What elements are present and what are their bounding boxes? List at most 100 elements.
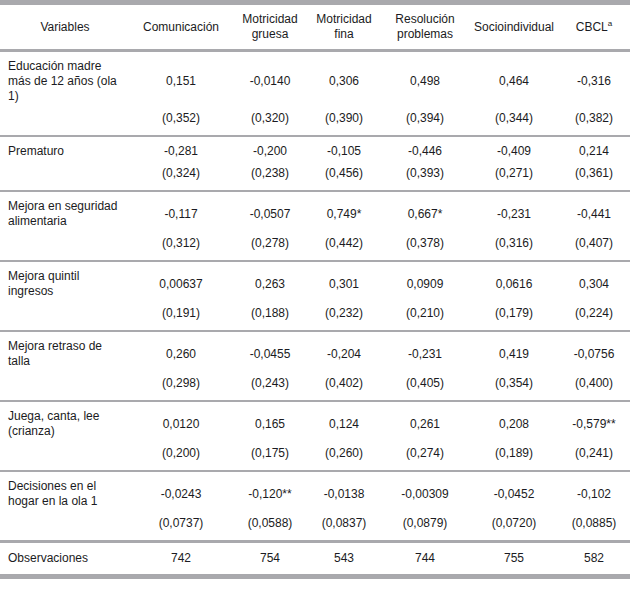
se-cell: (0,407) <box>558 236 630 261</box>
se-cell: (0,175) <box>232 446 308 471</box>
se-cell: (0,312) <box>130 236 232 261</box>
se-cell: (0,378) <box>380 236 470 261</box>
coefficient-row: Juega, canta, lee (crianza) 0,0120 0,165… <box>0 401 630 446</box>
observations-cell: 754 <box>232 542 308 577</box>
coefficient-cell: -0,231 <box>470 191 558 236</box>
column-header-motricidad-gruesa: Motricidad gruesa <box>232 3 308 51</box>
row-group-observaciones: Observaciones 742 754 543 744 755 582 <box>0 542 630 577</box>
se-cell: (0,0885) <box>558 516 630 542</box>
standard-error-row: (0,312) (0,278) (0,442) (0,378) (0,316) … <box>0 236 630 261</box>
coefficient-cell: 0,208 <box>470 401 558 446</box>
se-cell: (0,274) <box>380 446 470 471</box>
row-label: Observaciones <box>0 542 130 577</box>
se-cell: (0,394) <box>380 111 470 136</box>
se-cell: (0,320) <box>232 111 308 136</box>
se-cell: (0,324) <box>130 166 232 191</box>
row-label: Educación madre más de 12 años (ola 1) <box>0 51 130 112</box>
standard-error-row: (0,0737) (0,0588) (0,0837) (0,0879) (0,0… <box>0 516 630 542</box>
se-cell: (0,0879) <box>380 516 470 542</box>
row-group-seguridad-alimentaria: Mejora en seguridad alimentaria -0,117 -… <box>0 191 630 261</box>
coefficient-cell: -0,579** <box>558 401 630 446</box>
se-cell: (0,0720) <box>470 516 558 542</box>
observations-cell: 543 <box>308 542 380 577</box>
se-cell: (0,456) <box>308 166 380 191</box>
coefficient-cell: 0,306 <box>308 51 380 112</box>
coefficient-cell: 0,214 <box>558 136 630 166</box>
row-group-educacion-madre: Educación madre más de 12 años (ola 1) 0… <box>0 51 630 137</box>
row-group-crianza: Juega, canta, lee (crianza) 0,0120 0,165… <box>0 401 630 471</box>
se-cell: (0,232) <box>308 306 380 331</box>
se-cell: (0,224) <box>558 306 630 331</box>
coefficient-row: Mejora retraso de talla 0,260 -0,0455 -0… <box>0 331 630 376</box>
row-label: Mejora retraso de talla <box>0 331 130 376</box>
row-group-decisiones-hogar: Decisiones en el hogar en la ola 1 -0,02… <box>0 471 630 542</box>
se-cell: (0,179) <box>470 306 558 331</box>
empty-cell <box>0 111 130 136</box>
coefficient-cell: -0,0507 <box>232 191 308 236</box>
empty-cell <box>0 446 130 471</box>
coefficient-cell: 0,419 <box>470 331 558 376</box>
column-header-cbcl: CBCLa <box>558 3 630 51</box>
se-cell: (0,188) <box>232 306 308 331</box>
coefficient-cell: 0,260 <box>130 331 232 376</box>
coefficient-cell: 0,263 <box>232 261 308 306</box>
coefficient-row: Decisiones en el hogar en la ola 1 -0,02… <box>0 471 630 516</box>
se-cell: (0,210) <box>380 306 470 331</box>
coefficient-cell: -0,0138 <box>308 471 380 516</box>
cbcl-label: CBCL <box>576 20 608 34</box>
se-cell: (0,390) <box>308 111 380 136</box>
coefficient-cell: -0,0140 <box>232 51 308 112</box>
se-cell: (0,405) <box>380 376 470 401</box>
se-cell: (0,352) <box>130 111 232 136</box>
coefficient-cell: -0,446 <box>380 136 470 166</box>
se-cell: (0,243) <box>232 376 308 401</box>
coefficient-cell: 0,464 <box>470 51 558 112</box>
empty-cell <box>0 516 130 542</box>
coefficient-cell: -0,0756 <box>558 331 630 376</box>
empty-cell <box>0 376 130 401</box>
coefficient-cell: -0,441 <box>558 191 630 236</box>
row-label: Mejora en seguridad alimentaria <box>0 191 130 236</box>
se-cell: (0,241) <box>558 446 630 471</box>
se-cell: (0,382) <box>558 111 630 136</box>
column-header-motricidad-fina: Motricidad fina <box>308 3 380 51</box>
coefficient-cell: -0,0452 <box>470 471 558 516</box>
column-header-variables: Variables <box>0 3 130 51</box>
coefficient-cell: -0,0455 <box>232 331 308 376</box>
coefficient-row: Mejora en seguridad alimentaria -0,117 -… <box>0 191 630 236</box>
coefficient-cell: -0,281 <box>130 136 232 166</box>
coefficient-cell: 0,667* <box>380 191 470 236</box>
se-cell: (0,0737) <box>130 516 232 542</box>
coefficient-cell: -0,409 <box>470 136 558 166</box>
row-label: Mejora quintil ingresos <box>0 261 130 306</box>
coefficient-cell: -0,200 <box>232 136 308 166</box>
standard-error-row: (0,191) (0,188) (0,232) (0,210) (0,179) … <box>0 306 630 331</box>
cbcl-footnote-marker: a <box>608 19 612 28</box>
se-cell: (0,344) <box>470 111 558 136</box>
row-label: Juega, canta, lee (crianza) <box>0 401 130 446</box>
column-header-resolucion-problemas: Resolución problemas <box>380 3 470 51</box>
standard-error-row: (0,324) (0,238) (0,456) (0,393) (0,271) … <box>0 166 630 191</box>
se-cell: (0,0837) <box>308 516 380 542</box>
coefficient-cell: -0,120** <box>232 471 308 516</box>
coefficient-cell: -0,316 <box>558 51 630 112</box>
empty-cell <box>0 236 130 261</box>
se-cell: (0,316) <box>470 236 558 261</box>
standard-error-row: (0,352) (0,320) (0,390) (0,394) (0,344) … <box>0 111 630 136</box>
coefficient-row: Mejora quintil ingresos 0,00637 0,263 0,… <box>0 261 630 306</box>
se-cell: (0,271) <box>470 166 558 191</box>
se-cell: (0,200) <box>130 446 232 471</box>
se-cell: (0,278) <box>232 236 308 261</box>
coefficient-cell: 0,304 <box>558 261 630 306</box>
regression-table: Variables Comunicación Motricidad gruesa… <box>0 0 630 579</box>
coefficient-row: Prematuro -0,281 -0,200 -0,105 -0,446 -0… <box>0 136 630 166</box>
coefficient-cell: -0,204 <box>308 331 380 376</box>
se-cell: (0,238) <box>232 166 308 191</box>
row-group-prematuro: Prematuro -0,281 -0,200 -0,105 -0,446 -0… <box>0 136 630 191</box>
se-cell: (0,354) <box>470 376 558 401</box>
se-cell: (0,260) <box>308 446 380 471</box>
coefficient-cell: -0,102 <box>558 471 630 516</box>
table-header: Variables Comunicación Motricidad gruesa… <box>0 3 630 51</box>
observations-cell: 744 <box>380 542 470 577</box>
coefficient-cell: 0,749* <box>308 191 380 236</box>
